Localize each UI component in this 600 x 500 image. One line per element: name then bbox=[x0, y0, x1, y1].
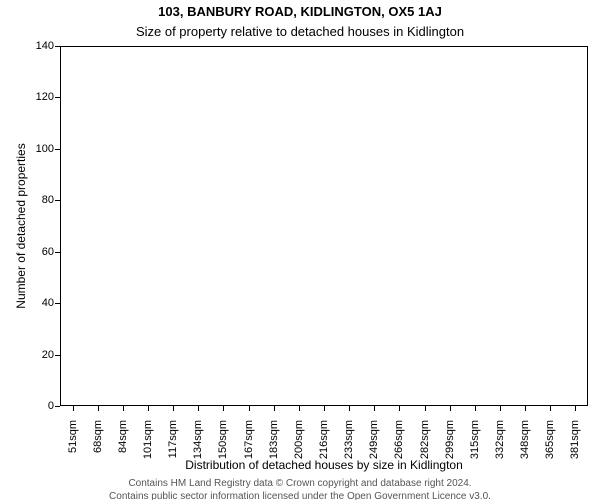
x-tick-label: 315sqm bbox=[469, 420, 481, 470]
x-tick-mark bbox=[399, 406, 400, 411]
x-tick-label: 183sqm bbox=[268, 420, 280, 470]
x-tick-label: 365sqm bbox=[544, 420, 556, 470]
y-tick-label: 40 bbox=[26, 297, 54, 309]
x-tick-label: 200sqm bbox=[293, 420, 305, 470]
x-tick-mark bbox=[550, 406, 551, 411]
y-tick-label: 80 bbox=[26, 194, 54, 206]
x-tick-mark bbox=[575, 406, 576, 411]
y-tick-label: 60 bbox=[26, 246, 54, 258]
x-tick-label: 117sqm bbox=[167, 420, 179, 470]
page-title-line1: 103, BANBURY ROAD, KIDLINGTON, OX5 1AJ bbox=[0, 4, 600, 19]
x-tick-label: 167sqm bbox=[243, 420, 255, 470]
x-tick-label: 216sqm bbox=[318, 420, 330, 470]
x-tick-label: 150sqm bbox=[217, 420, 229, 470]
x-tick-mark bbox=[198, 406, 199, 411]
x-tick-label: 134sqm bbox=[192, 420, 204, 470]
x-tick-mark bbox=[274, 406, 275, 411]
x-tick-label: 51sqm bbox=[67, 420, 79, 470]
x-tick-label: 266sqm bbox=[393, 420, 405, 470]
x-tick-mark bbox=[123, 406, 124, 411]
x-tick-label: 84sqm bbox=[117, 420, 129, 470]
y-tick-label: 20 bbox=[26, 349, 54, 361]
x-tick-label: 249sqm bbox=[368, 420, 380, 470]
x-tick-mark bbox=[425, 406, 426, 411]
y-tick-label: 0 bbox=[26, 400, 54, 412]
x-tick-mark bbox=[249, 406, 250, 411]
x-tick-mark bbox=[324, 406, 325, 411]
x-tick-mark bbox=[475, 406, 476, 411]
x-tick-label: 68sqm bbox=[92, 420, 104, 470]
x-tick-label: 348sqm bbox=[519, 420, 531, 470]
y-tick-label: 140 bbox=[26, 40, 54, 52]
x-tick-mark bbox=[525, 406, 526, 411]
x-tick-mark bbox=[299, 406, 300, 411]
x-tick-label: 299sqm bbox=[444, 420, 456, 470]
x-tick-mark bbox=[173, 406, 174, 411]
x-tick-mark bbox=[374, 406, 375, 411]
x-tick-mark bbox=[500, 406, 501, 411]
x-tick-mark bbox=[148, 406, 149, 411]
footer-line1: Contains HM Land Registry data © Crown c… bbox=[0, 478, 600, 491]
y-tick-mark bbox=[55, 406, 60, 407]
x-tick-mark bbox=[450, 406, 451, 411]
x-tick-mark bbox=[349, 406, 350, 411]
x-tick-mark bbox=[73, 406, 74, 411]
x-tick-mark bbox=[223, 406, 224, 411]
x-tick-label: 381sqm bbox=[569, 420, 581, 470]
x-tick-label: 332sqm bbox=[494, 420, 506, 470]
plot-area bbox=[60, 46, 588, 406]
x-tick-label: 233sqm bbox=[343, 420, 355, 470]
chart-root: 103, BANBURY ROAD, KIDLINGTON, OX5 1AJ S… bbox=[0, 0, 600, 500]
page-title-line2: Size of property relative to detached ho… bbox=[0, 24, 600, 39]
y-tick-label: 120 bbox=[26, 91, 54, 103]
x-tick-label: 282sqm bbox=[419, 420, 431, 470]
y-tick-label: 100 bbox=[26, 143, 54, 155]
x-tick-label: 101sqm bbox=[142, 420, 154, 470]
footer-attribution: Contains HM Land Registry data © Crown c… bbox=[0, 478, 600, 500]
x-tick-mark bbox=[98, 406, 99, 411]
footer-line2: Contains public sector information licen… bbox=[0, 491, 600, 500]
